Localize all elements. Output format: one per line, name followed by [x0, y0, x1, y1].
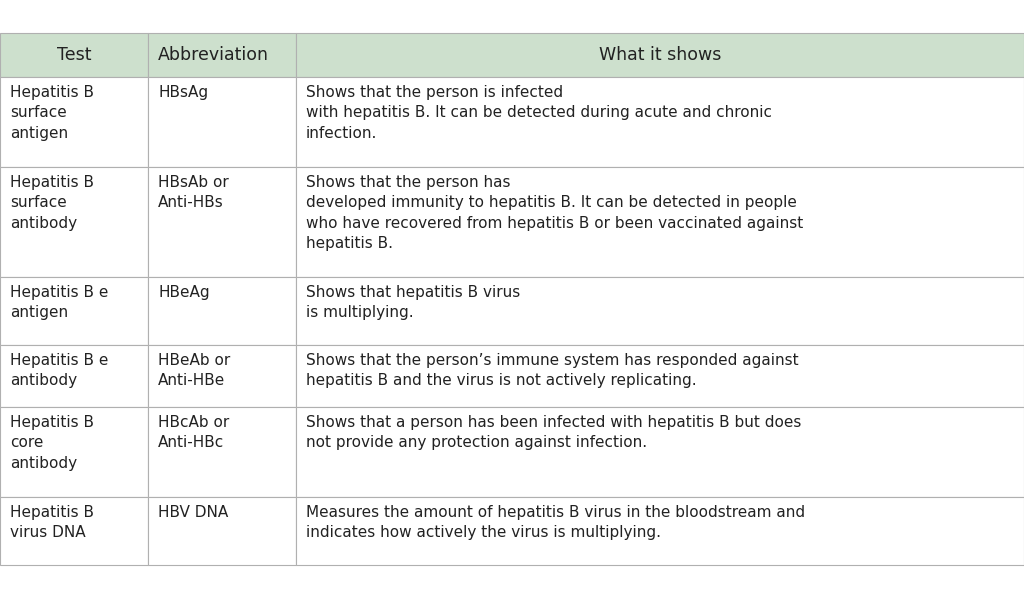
Text: HBsAb or
Anti-HBs: HBsAb or Anti-HBs	[158, 175, 228, 210]
Bar	[0, 407, 148, 497]
Text: HBeAg: HBeAg	[158, 285, 210, 300]
Bar	[296, 33, 1024, 77]
Bar	[296, 77, 1024, 167]
Bar	[296, 345, 1024, 407]
Text: Hepatitis B e
antibody: Hepatitis B e antibody	[10, 353, 109, 388]
Text: Shows that the person has
developed immunity to hepatitis B. It can be detected : Shows that the person has developed immu…	[306, 175, 803, 251]
Bar	[296, 167, 1024, 277]
Bar	[296, 497, 1024, 565]
Text: Hepatitis B
core
antibody: Hepatitis B core antibody	[10, 415, 94, 471]
Bar	[148, 167, 296, 277]
Bar	[0, 497, 148, 565]
Text: Hepatitis B
surface
antibody: Hepatitis B surface antibody	[10, 175, 94, 231]
Text: HBV DNA: HBV DNA	[158, 505, 228, 520]
Text: Shows that hepatitis B virus
is multiplying.: Shows that hepatitis B virus is multiply…	[306, 285, 520, 321]
Text: What it shows: What it shows	[599, 46, 721, 64]
Text: HBcAb or
Anti-HBc: HBcAb or Anti-HBc	[158, 415, 229, 450]
Bar	[0, 77, 148, 167]
Bar	[296, 407, 1024, 497]
Bar	[148, 345, 296, 407]
Text: Hepatitis B
virus DNA: Hepatitis B virus DNA	[10, 505, 94, 541]
Bar	[148, 497, 296, 565]
Text: Test: Test	[56, 46, 91, 64]
Text: Shows that a person has been infected with hepatitis B but does
not provide any : Shows that a person has been infected wi…	[306, 415, 802, 450]
Bar	[0, 33, 148, 77]
Text: Abbreviation: Abbreviation	[158, 46, 269, 64]
Bar	[0, 167, 148, 277]
Text: HBeAb or
Anti-HBe: HBeAb or Anti-HBe	[158, 353, 230, 388]
Text: Hepatitis B
surface
antigen: Hepatitis B surface antigen	[10, 85, 94, 141]
Bar	[0, 345, 148, 407]
Text: Shows that the person is infected
with hepatitis B. It can be detected during ac: Shows that the person is infected with h…	[306, 85, 772, 141]
Bar	[148, 407, 296, 497]
Bar	[296, 277, 1024, 345]
Bar	[148, 277, 296, 345]
Bar	[148, 77, 296, 167]
Bar	[148, 33, 296, 77]
Text: Shows that the person’s immune system has responded against
hepatitis B and the : Shows that the person’s immune system ha…	[306, 353, 799, 388]
Text: HBsAg: HBsAg	[158, 85, 208, 100]
Text: Hepatitis B e
antigen: Hepatitis B e antigen	[10, 285, 109, 321]
Bar	[0, 277, 148, 345]
Text: Measures the amount of hepatitis B virus in the bloodstream and
indicates how ac: Measures the amount of hepatitis B virus…	[306, 505, 805, 541]
